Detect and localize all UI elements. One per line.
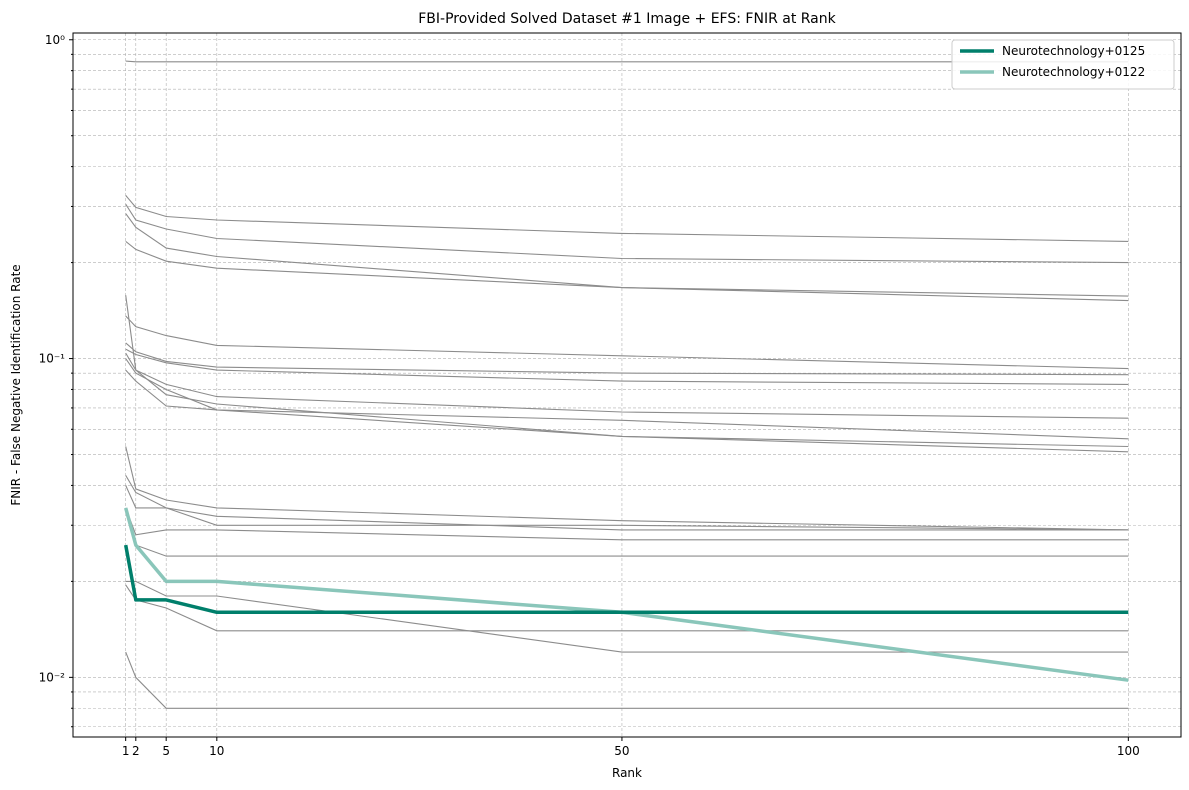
background-series-line-15 [125, 485, 1129, 531]
y-tick-label: 10⁻¹ [39, 352, 66, 366]
y-tick-label: 10⁰ [45, 33, 65, 47]
background-series-line-5 [125, 240, 1129, 302]
background-series-line-12 [125, 369, 1129, 440]
background-series-line-13 [125, 446, 1129, 531]
series-line-neurotechnology-0122 [124, 507, 1129, 682]
highlighted-series-group [123, 507, 1129, 682]
x-tick-label: 10 [209, 744, 224, 758]
background-series-line-16 [125, 507, 1129, 541]
y-tick-label: 10⁻² [39, 670, 66, 684]
background-series-line-20 [125, 651, 1129, 709]
background-series-line-8 [125, 342, 1129, 376]
background-series-line-10 [125, 352, 1129, 419]
series-line-neurotechnology-0125 [123, 544, 1129, 615]
plot-frame [72, 32, 1182, 738]
background-series-line-2 [125, 195, 1129, 242]
x-tick-label: 50 [614, 744, 629, 758]
background-series-line-7 [125, 315, 1129, 370]
background-series-line-1 [125, 60, 1129, 63]
x-axis-title: Rank [612, 766, 642, 780]
chart-title: FBI-Provided Solved Dataset #1 Image + E… [418, 11, 836, 27]
x-tick-label: 100 [1117, 744, 1140, 758]
background-series-line-3 [125, 203, 1129, 264]
background-series-line-9 [125, 348, 1129, 385]
x-tick-label: 1 [122, 744, 130, 758]
axis-ticks: 1 2 5 10 50 100 10⁻² 10⁻¹ 10⁰ [39, 33, 1140, 758]
x-tick-label: 2 [132, 744, 140, 758]
legend-label-neurotechnology-0125: Neurotechnology+0125 [1002, 44, 1145, 58]
background-series-group [125, 60, 1129, 709]
background-series-line-11 [125, 358, 1129, 448]
x-tick-label: 5 [162, 744, 170, 758]
grid [73, 33, 1181, 737]
legend-label-neurotechnology-0122: Neurotechnology+0122 [1002, 65, 1145, 79]
legend: Neurotechnology+0125 Neurotechnology+012… [951, 39, 1175, 90]
y-axis-title: FNIR - False Negative Identification Rat… [9, 264, 23, 505]
legend-box [951, 39, 1175, 90]
background-series-line-14 [125, 475, 1129, 531]
background-series-line-4 [125, 213, 1129, 297]
